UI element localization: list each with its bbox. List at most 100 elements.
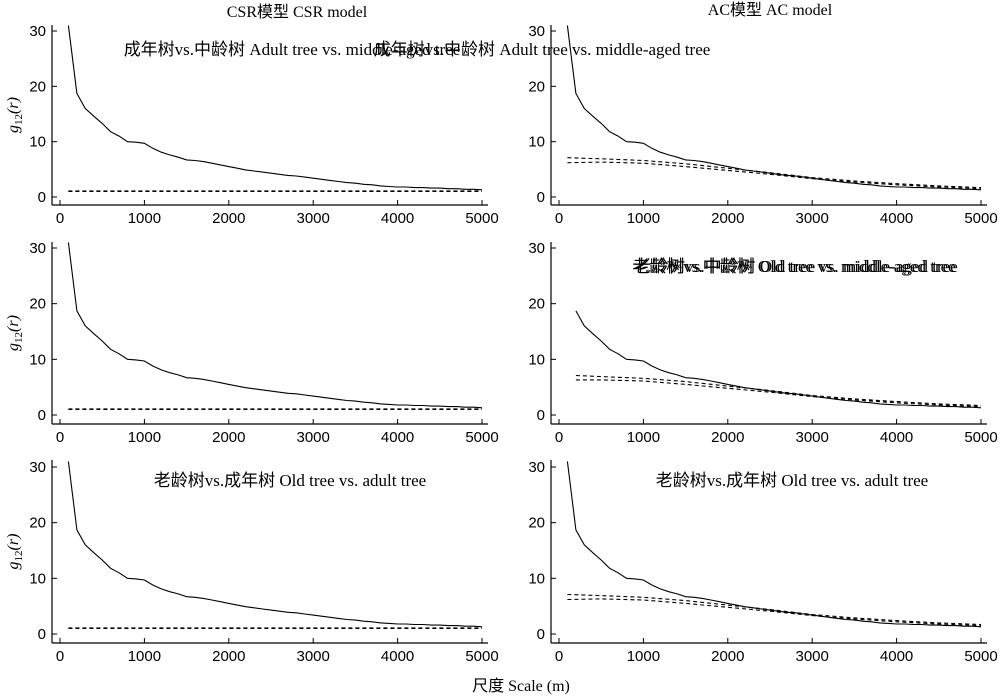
y-tick-label: 20 [528,78,545,95]
y-tick-label: 20 [29,78,46,95]
panel-title: 老龄树vs.成年树 Old tree vs. adult tree [154,471,426,490]
x-tick-label: 0 [555,648,563,665]
x-tick-label: 2000 [212,429,245,446]
panel-1: 0 10 20 30 0 1000 2000 3000 4000 5000 成年树vs.中龄树 Ad… [5,23,499,227]
y-tick-label: 30 [29,459,46,476]
y-tick-label: 10 [29,351,46,368]
panel-4: 0 10 20 30 0 1000 2000 3000 4000 5000 老龄树vs.中龄树 Ol… [528,240,997,446]
x-tick-label: 2000 [212,648,245,665]
x-tick-label: 1000 [128,648,161,665]
y-tick-label: 10 [29,134,46,151]
x-tick-label: 5000 [964,429,997,446]
x-tick-label: 1000 [128,210,161,227]
y-axis-label-subscript: 12 [13,332,25,343]
x-tick-label: 3000 [796,648,829,665]
y-tick-label: 0 [537,407,545,424]
x-tick-label: 5000 [465,648,498,665]
y-tick-label: 10 [29,570,46,587]
column-title-ac: AC模型 AC model [708,1,833,19]
y-tick-label: 30 [29,23,46,40]
x-tick-label: 0 [56,648,64,665]
y-tick-label: 0 [38,189,46,206]
x-tick-label: 2000 [212,210,245,227]
series-observed [575,310,982,409]
x-tick-label: 4000 [880,648,913,665]
y-tick-label: 30 [29,240,46,257]
x-tick-label: 0 [56,210,64,227]
y-axis-label-arg: (r) [5,97,22,114]
x-tick-label: 3000 [297,648,330,665]
x-tick-label: 5000 [465,429,498,446]
panel-title: 老龄树vs.成年树 Old tree vs. adult tree [656,471,928,490]
y-tick-label: 0 [38,407,46,424]
x-tick-label: 1000 [627,429,660,446]
panel-title: 成年树vs.中龄树 Adult tree vs. middle-aged tre… [124,40,461,59]
series-observed [566,461,982,628]
x-tick-label: 3000 [796,429,829,446]
x-tick-label: 2000 [711,210,744,227]
y-axis-label: g12(r) [5,315,25,351]
y-tick-label: 10 [528,570,545,587]
series-lower-envelope [567,598,982,627]
x-tick-label: 4000 [381,648,414,665]
series-observed [67,242,483,409]
y-axis-label-arg: (r) [5,315,22,332]
y-axis-label-main: g [5,125,22,133]
series-observed [67,25,483,191]
panel-5: 0 10 20 30 0 1000 2000 3000 4000 5000 老龄树vs.成年树 Ol… [5,459,499,665]
x-tick-label: 4000 [880,210,913,227]
y-axis-label-subscript: 12 [13,114,25,125]
series-observed [566,25,982,191]
panel-title: 老龄树vs.中龄树 Old tree vs. middle-aged tree [632,257,955,276]
series-upper-envelope [567,593,982,626]
x-tick-label: 3000 [796,210,829,227]
panel-2: 0 10 20 30 0 1000 2000 3000 4000 5000 成年树vs.中龄树 Ad… [374,23,998,227]
series-observed [67,461,483,628]
series-upper-envelope [567,157,982,189]
x-tick-label: 5000 [964,648,997,665]
y-tick-label: 10 [528,351,545,368]
x-tick-label: 1000 [128,429,161,446]
x-tick-label: 2000 [711,648,744,665]
column-title-csr: CSR模型 CSR model [227,3,368,21]
y-tick-label: 20 [29,296,46,313]
x-axis-label: 尺度 Scale (m) [472,677,570,695]
y-axis-label: g12(r) [5,534,25,570]
x-tick-label: 1000 [627,210,660,227]
x-tick-label: 4000 [381,210,414,227]
y-tick-label: 30 [528,459,545,476]
series-lower-envelope [567,161,982,190]
y-tick-label: 0 [537,189,545,206]
x-tick-label: 4000 [880,429,913,446]
panel-title: 成年树vs.中龄树 Adult tree vs. middle-aged tre… [374,40,711,59]
x-tick-label: 0 [555,210,563,227]
y-axis-label-main: g [5,561,22,569]
y-tick-label: 0 [537,626,545,643]
y-axis-label-main: g [5,343,22,351]
x-tick-label: 0 [56,429,64,446]
series-upper-envelope [575,374,982,407]
panel-title: 老龄树vs.中龄树 Old tree vs. middle-aged tree [634,257,957,276]
x-tick-label: 5000 [465,210,498,227]
y-tick-label: 20 [29,515,46,532]
x-tick-label: 3000 [297,429,330,446]
y-axis-label-arg: (r) [5,534,22,551]
y-tick-label: 0 [38,626,46,643]
x-tick-label: 4000 [381,429,414,446]
y-tick-label: 20 [528,515,545,532]
y-tick-label: 30 [528,23,545,40]
x-tick-label: 3000 [297,210,330,227]
x-tick-label: 2000 [711,429,744,446]
y-tick-label: 10 [528,134,545,151]
y-axis-label: g12(r) [5,97,25,133]
y-tick-label: 30 [528,240,545,257]
x-tick-label: 1000 [627,648,660,665]
y-axis-label-subscript: 12 [13,550,25,561]
x-tick-label: 5000 [964,210,997,227]
y-tick-label: 20 [528,296,545,313]
panel-6: 0 10 20 30 0 1000 2000 3000 4000 5000 老龄树vs.成年树 Ol… [528,459,997,665]
x-tick-label: 0 [555,429,563,446]
